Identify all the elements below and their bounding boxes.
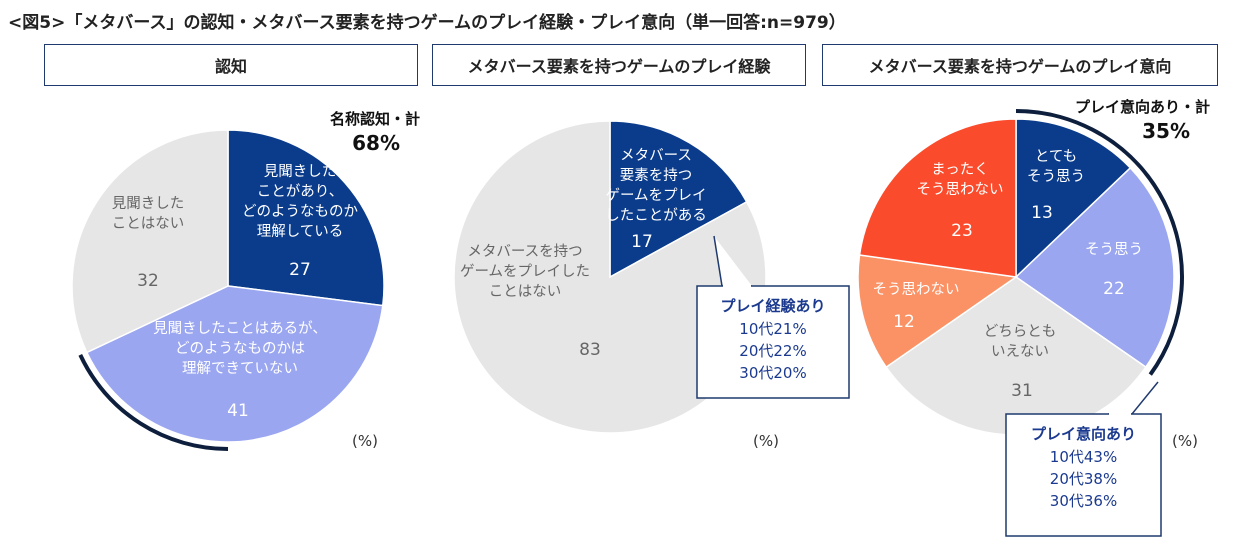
pie-2-slice-2-value: 31 [1011,381,1033,401]
panel-header-awareness: 認知 [44,44,418,86]
pie-2-slice-3-value: 12 [893,312,915,332]
pie-2-slice-4-value: 23 [951,221,973,241]
pie-2-unit: (%) [1172,432,1198,450]
pie-2-slice-3 [857,254,1019,369]
pie-1-slice-0 [609,120,748,279]
panel-header-play-intention: メタバース要素を持つゲームのプレイ意向 [822,44,1218,86]
pie-2-slice-4-label: まったくそう思わない [917,161,1004,198]
pie-2-callout-box [1005,413,1162,537]
pie-2-slice-2-label: どちらともいえない [984,323,1057,360]
pie-0-slice-1-label: 見聞きしたことはあるが、どのようなものかは理解できていない [153,320,327,377]
pie-0-slice-1 [85,285,384,443]
pie-0-slice-2-label: 見聞きしたことはない [112,195,185,232]
pie-2-slice-1-label: そう思う [1085,242,1143,258]
pie-2-summary-ring [1015,109,1185,376]
pie-1-slice-0-label: メタバース要素を持つゲームをプレイしたことがある [605,147,707,224]
pie-1-slice-1-label: メタバースを持つゲームをプレイしたことはない [460,243,590,300]
pie-2-slice-4 [858,118,1017,278]
pie-0-slice-0-value: 27 [289,260,311,280]
panel-header-play-experience: メタバース要素を持つゲームのプレイ経験 [432,44,806,86]
pie-1 [453,120,767,434]
pie-1-callout-box [696,285,850,399]
pie-2-slice-0-value: 13 [1031,203,1053,223]
pie-1-callout-title: プレイ経験あり [720,297,825,315]
pie-0-slice-2-value: 32 [137,271,159,291]
pie-2-slice-0-label: とてもそう思う [1027,148,1085,185]
pie-1-slice-1-value: 83 [579,340,601,360]
pie-1-slice-0-value: 17 [631,232,653,252]
pie-0-slice-0 [227,129,385,307]
pie-2-summary-value: 35% [1142,119,1190,143]
pie-2-callout-title: プレイ意向あり [1031,425,1136,443]
pie-0-summary-ring [78,354,229,451]
pie-2-summary-label: プレイ意向あり・計 [1075,98,1210,116]
pie-2-slice-1-value: 22 [1103,279,1125,299]
figure-title: <図5>「メタバース」の認知・メタバース要素を持つゲームのプレイ経験・プレイ意向… [8,13,846,33]
pie-0-slice-2 [71,129,229,354]
pie-0-summary-label: 名称認知・計 [330,110,420,128]
pie-0 [71,129,385,443]
pie-0-slice-0-label: 見聞きしたことがあり、どのようなものか理解している [242,163,358,240]
pie-2-slice-1 [1014,166,1175,369]
pie-2-slice-0 [1015,118,1132,279]
pie-2 [857,118,1175,436]
pie-0-unit: (%) [352,432,378,450]
pie-1-unit: (%) [753,432,779,450]
pie-2-slice-3-label: そう思わない [873,281,960,298]
pie-0-slice-1-value: 41 [227,401,249,421]
pie-0-summary-value: 68% [352,131,400,155]
pie-2-callout-lines: 10代43% 20代38% 30代36% [1050,448,1117,510]
pie-1-callout-lines: 10代21% 20代22% 30代20% [739,320,806,382]
